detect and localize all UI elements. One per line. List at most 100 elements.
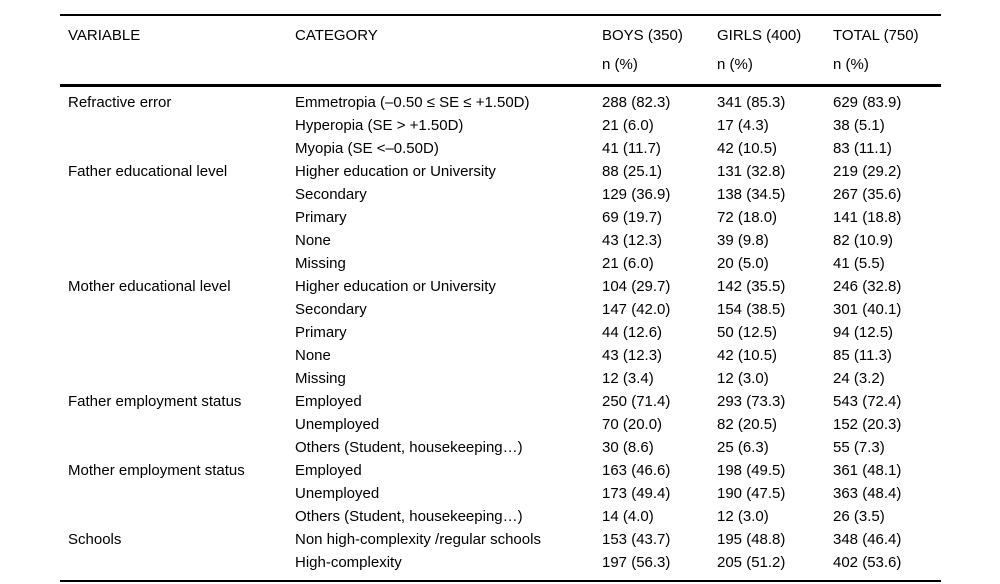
- table-row: Mother employment status Employed 163 (46.…: [60, 459, 941, 482]
- total-cell: 55 (7.3): [833, 439, 885, 456]
- col-header-category: CATEGORY: [295, 26, 378, 44]
- variable-cell: [60, 252, 295, 275]
- boys-cell: 30 (8.6): [602, 439, 654, 456]
- boys-cell: 250 (71.4): [602, 393, 671, 410]
- subheader-boys-npct: n (%): [602, 51, 717, 87]
- variable-cell: [60, 137, 295, 160]
- table-row: Others (Student, housekeeping…) 30 (8.6) 2…: [60, 436, 941, 459]
- table-row: Unemployed 70 (20.0) 82 (20.5) 152 (20.3): [60, 413, 941, 436]
- table-row: Schools Non high-complexity /regular scho…: [60, 528, 941, 551]
- boys-cell: 43 (12.3): [602, 232, 663, 249]
- category-cell: Unemployed: [295, 485, 380, 502]
- variable-cell: [60, 367, 295, 390]
- total-cell: 361 (48.1): [833, 462, 902, 479]
- girls-cell: 50 (12.5): [717, 324, 778, 341]
- girls-cell: 198 (49.5): [717, 462, 786, 479]
- total-cell: 26 (3.5): [833, 508, 885, 525]
- subheader-row: n (%) n (%) n (%): [60, 51, 941, 87]
- table-row: Hyperopia (SE > +1.50D) 21 (6.0) 17 (4.3) 3…: [60, 114, 941, 137]
- table-row: Others (Student, housekeeping…) 14 (4.0) 1…: [60, 505, 941, 528]
- girls-cell: 25 (6.3): [717, 439, 769, 456]
- girls-cell: 17 (4.3): [717, 117, 769, 134]
- table-header: VARIABLE CATEGORY BOYS (350) GIRLS (400)…: [60, 15, 941, 87]
- table-row: Father employment status Employed 250 (71.…: [60, 390, 941, 413]
- boys-cell: 21 (6.0): [602, 255, 654, 272]
- boys-cell: 197 (56.3): [602, 554, 671, 571]
- total-cell: 402 (53.6): [833, 554, 902, 571]
- girls-cell: 12 (3.0): [717, 508, 769, 525]
- table-row: Myopia (SE <–0.50D) 41 (11.7) 42 (10.5) 83 …: [60, 137, 941, 160]
- table-row: Secondary 129 (36.9) 138 (34.5) 267 (35.6): [60, 183, 941, 206]
- category-cell: Primary: [295, 209, 347, 226]
- boys-cell: 41 (11.7): [602, 140, 661, 157]
- girls-cell: 142 (35.5): [717, 278, 786, 295]
- table-row: Secondary 147 (42.0) 154 (38.5) 301 (40.1): [60, 298, 941, 321]
- variable-cell: Schools: [68, 531, 122, 548]
- variable-cell: [60, 436, 295, 459]
- variable-cell: [60, 206, 295, 229]
- category-cell: Non high-complexity /regular schools: [295, 531, 541, 548]
- total-cell: 629 (83.9): [833, 94, 902, 111]
- variable-cell: [60, 413, 295, 436]
- total-cell: 348 (46.4): [833, 531, 902, 548]
- table-row: None 43 (12.3) 39 (9.8) 82 (10.9): [60, 229, 941, 252]
- girls-cell: 20 (5.0): [717, 255, 769, 272]
- girls-cell: 42 (10.5): [717, 140, 778, 157]
- table-row: Refractive error Emmetropia (–0.50 ≤ SE ≤…: [60, 86, 941, 115]
- boys-cell: 88 (25.1): [602, 163, 663, 180]
- girls-cell: 190 (47.5): [717, 485, 786, 502]
- boys-cell: 147 (42.0): [602, 301, 671, 318]
- girls-cell: 293 (73.3): [717, 393, 786, 410]
- boys-cell: 173 (49.4): [602, 485, 671, 502]
- category-cell: Emmetropia (–0.50 ≤ SE ≤ +1.50D): [295, 94, 530, 111]
- variable-cell: [60, 298, 295, 321]
- header-row: VARIABLE CATEGORY BOYS (350) GIRLS (400)…: [60, 15, 941, 51]
- total-cell: 267 (35.6): [833, 186, 902, 203]
- col-header-total: TOTAL (750): [833, 26, 919, 44]
- boys-cell: 129 (36.9): [602, 186, 671, 203]
- total-cell: 24 (3.2): [833, 370, 885, 387]
- table-row: High-complexity 197 (56.3) 205 (51.2) 402 (…: [60, 551, 941, 581]
- boys-cell: 69 (19.7): [602, 209, 663, 226]
- category-cell: Missing: [295, 255, 346, 272]
- boys-cell: 43 (12.3): [602, 347, 663, 364]
- variable-cell: [60, 344, 295, 367]
- girls-cell: 42 (10.5): [717, 347, 778, 364]
- girls-cell: 195 (48.8): [717, 531, 786, 548]
- girls-cell: 138 (34.5): [717, 186, 786, 203]
- girls-cell: 341 (85.3): [717, 94, 786, 111]
- girls-cell: 205 (51.2): [717, 554, 786, 571]
- table-row: Missing 21 (6.0) 20 (5.0) 41 (5.5): [60, 252, 941, 275]
- total-cell: 85 (11.3): [833, 347, 892, 364]
- variable-cell: [60, 321, 295, 344]
- category-cell: Primary: [295, 324, 347, 341]
- category-cell: None: [295, 232, 331, 249]
- category-cell: Unemployed: [295, 416, 380, 433]
- category-cell: Others (Student, housekeeping…): [295, 439, 523, 456]
- table-body: Refractive error Emmetropia (–0.50 ≤ SE ≤…: [60, 86, 941, 582]
- girls-cell: 72 (18.0): [717, 209, 778, 226]
- total-cell: 543 (72.4): [833, 393, 902, 410]
- variable-cell: [60, 229, 295, 252]
- variable-cell: [60, 551, 295, 581]
- variable-cell: [60, 482, 295, 505]
- descriptive-statistics-table: VARIABLE CATEGORY BOYS (350) GIRLS (400)…: [60, 14, 941, 582]
- girls-cell: 12 (3.0): [717, 370, 769, 387]
- total-cell: 82 (10.9): [833, 232, 894, 249]
- category-cell: Employed: [295, 393, 362, 410]
- variable-cell: Mother educational level: [68, 278, 231, 295]
- variable-cell: Father employment status: [68, 393, 242, 410]
- category-cell: Myopia (SE <–0.50D): [295, 140, 439, 157]
- girls-cell: 154 (38.5): [717, 301, 786, 318]
- total-cell: 141 (18.8): [833, 209, 902, 226]
- variable-cell: Father educational level: [68, 163, 228, 180]
- girls-cell: 39 (9.8): [717, 232, 769, 249]
- variable-cell: [60, 183, 295, 206]
- girls-cell: 131 (32.8): [717, 163, 786, 180]
- category-cell: Employed: [295, 462, 362, 479]
- table-row: Father educational level Higher education…: [60, 160, 941, 183]
- paper-page: VARIABLE CATEGORY BOYS (350) GIRLS (400)…: [60, 14, 941, 582]
- boys-cell: 163 (46.6): [602, 462, 671, 479]
- total-cell: 219 (29.2): [833, 163, 902, 180]
- col-header-variable: VARIABLE: [68, 26, 141, 44]
